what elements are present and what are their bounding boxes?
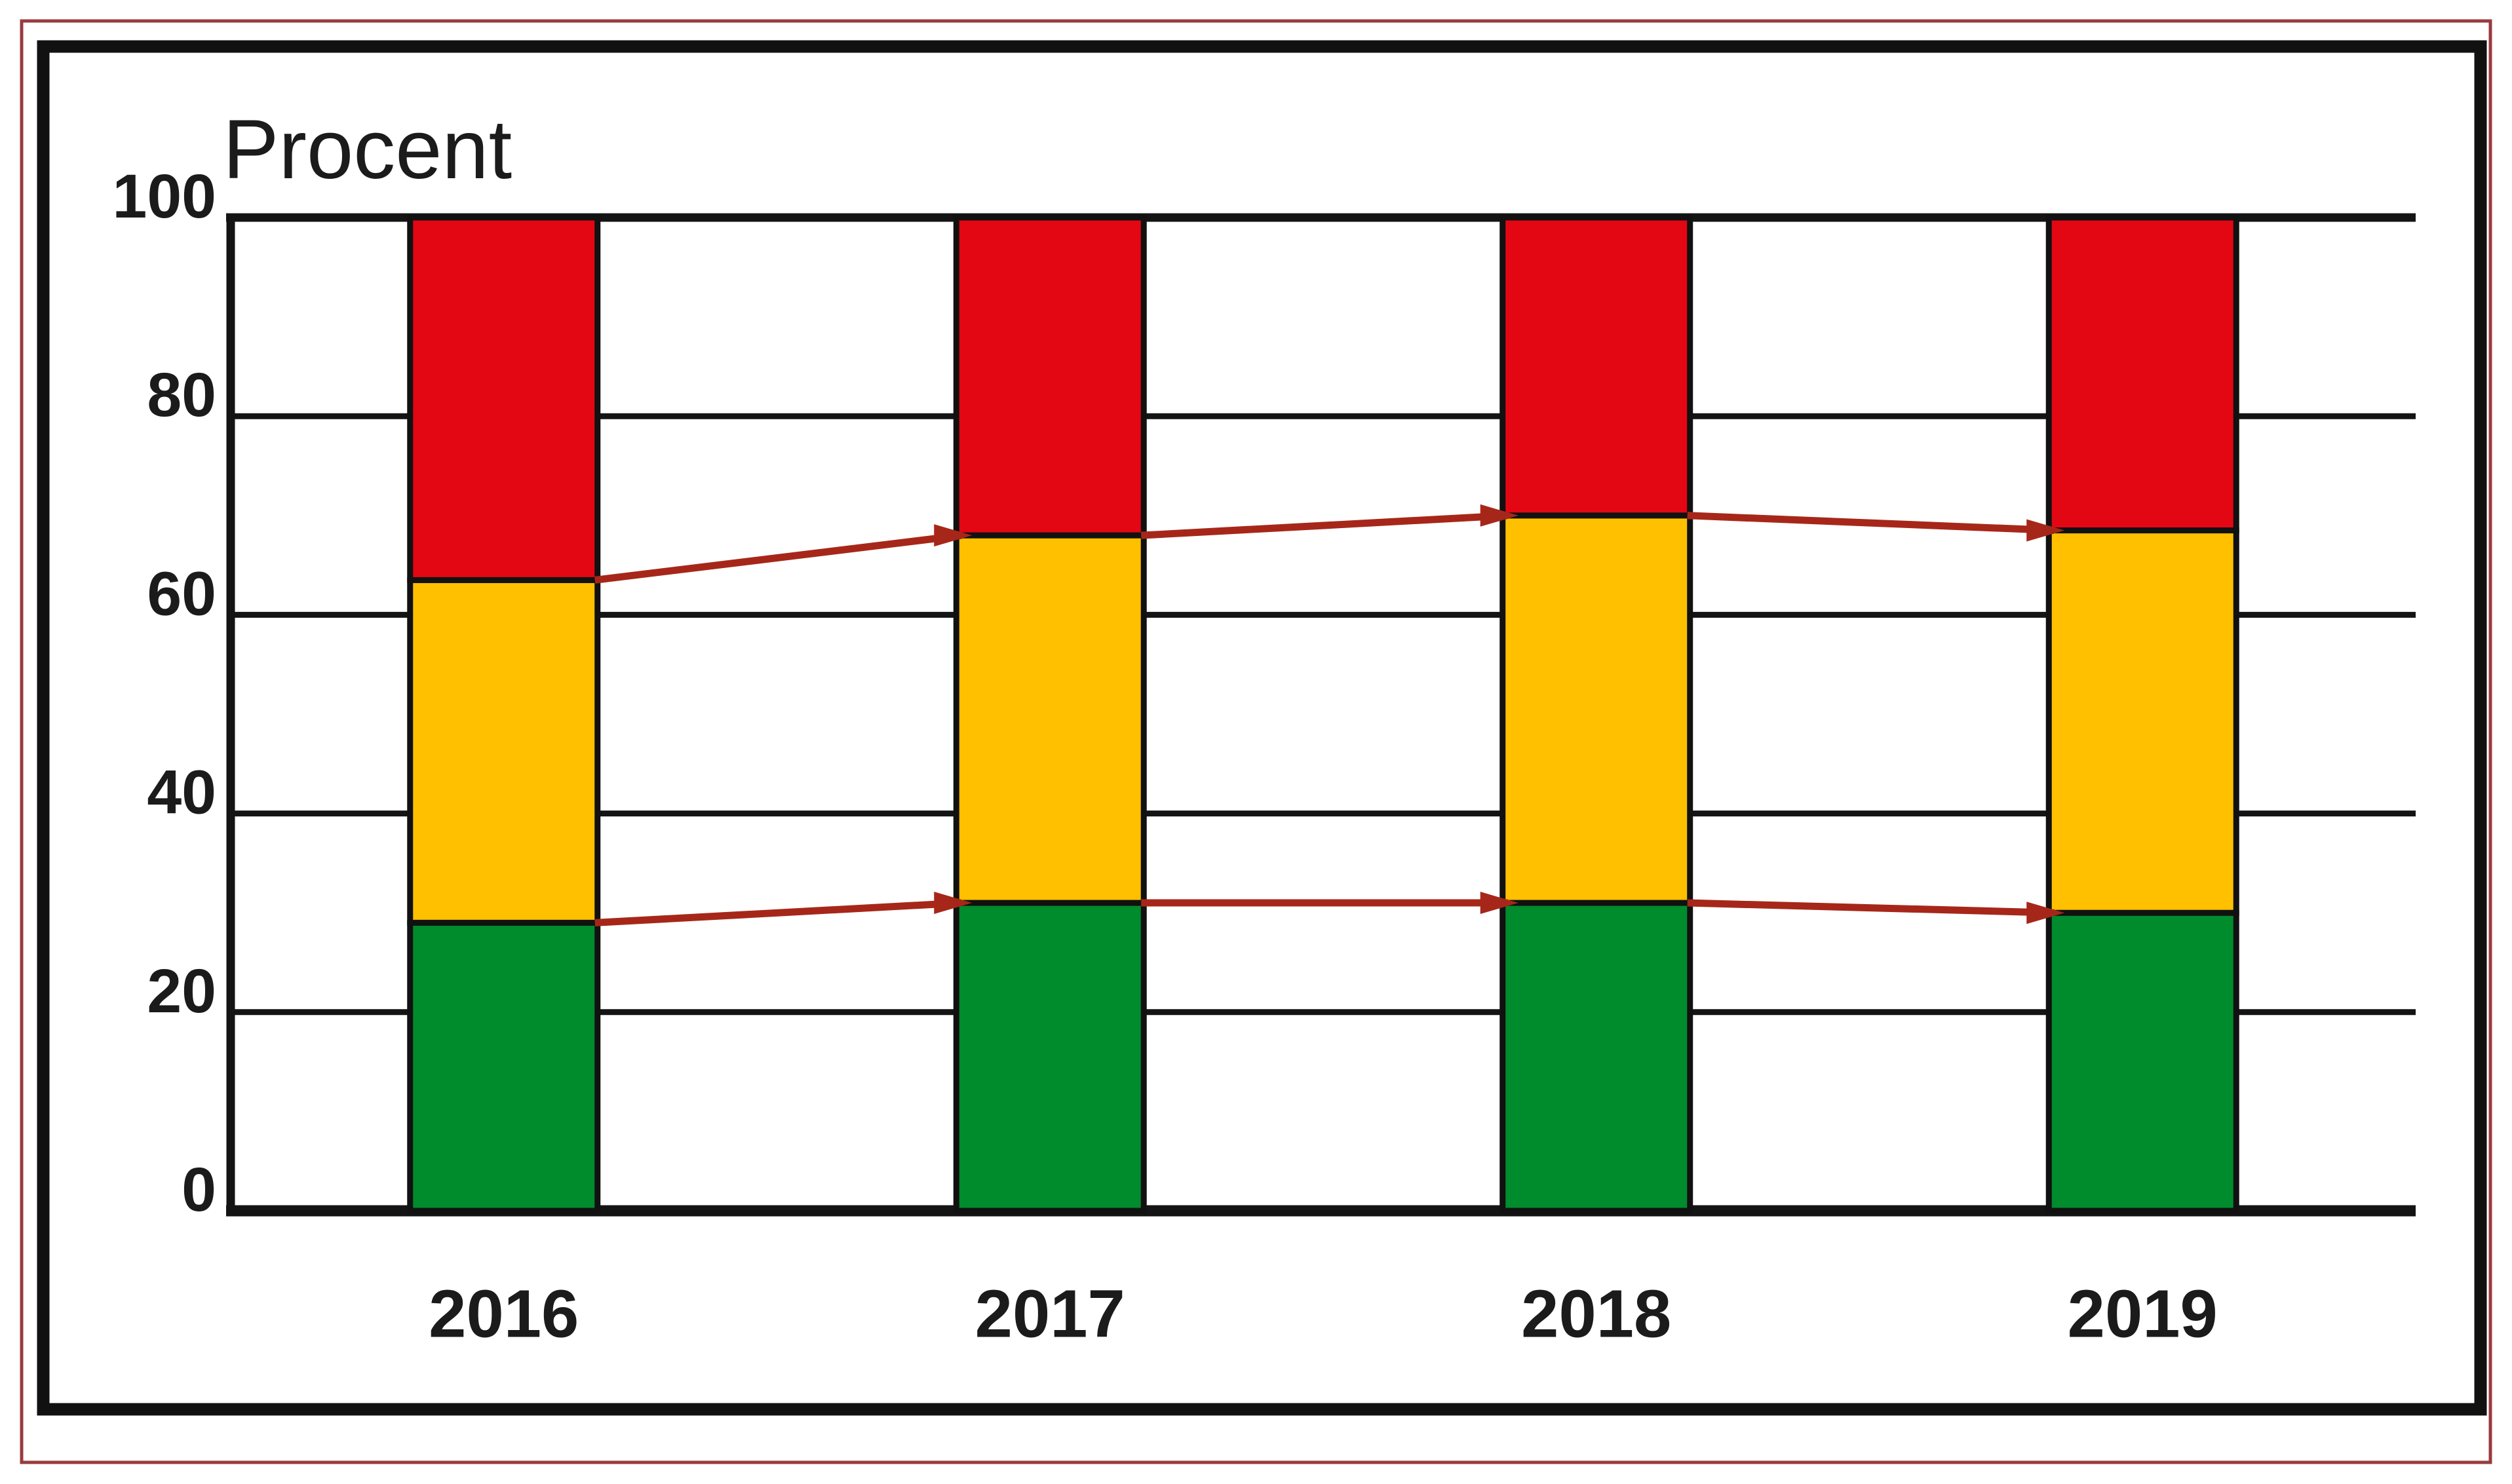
lower-boundary-trend-arrow-2017 <box>934 892 973 915</box>
bar-2018-red-top-segment <box>1499 214 1693 519</box>
chart-title: Procent <box>223 103 512 197</box>
upper-boundary-trend-segment-2018-2019 <box>1687 512 2055 535</box>
y-tick-label-100: 100 <box>112 162 216 231</box>
y-tick-label-0: 0 <box>182 1155 216 1225</box>
bars-group <box>407 214 2239 1214</box>
lower-boundary-trend-segment-2018-2019 <box>1687 899 2055 917</box>
labels-group: Procent 0 20 40 60 80 100 2016 2017 2018 2019 <box>112 103 2217 1352</box>
upper-boundary-trend-arrow-2018 <box>1480 504 1518 527</box>
upper-boundary-trend-segment-2017-2018 <box>1140 512 1509 539</box>
y-tick-label-20: 20 <box>147 957 216 1026</box>
upper-boundary-trend-segment-2016-2017 <box>594 531 962 584</box>
year-label-2016: 2016 <box>429 1276 579 1352</box>
bar-2016-green-bottom-segment <box>407 919 601 1214</box>
bar-2017-red-top-segment <box>953 214 1147 539</box>
bar-2019-yellow-middle-segment <box>2045 527 2239 916</box>
bar-2018-green-bottom-segment <box>1499 900 1693 1214</box>
y-tick-label-60: 60 <box>147 559 216 628</box>
year-label-2017: 2017 <box>975 1276 1125 1352</box>
upper-boundary-trend-arrow-2017 <box>934 524 973 547</box>
upper-boundary-trend-arrow-2019 <box>2026 519 2065 542</box>
y-tick-label-80: 80 <box>147 360 216 430</box>
bar-2016-yellow-middle-segment <box>407 577 601 926</box>
year-label-2019: 2019 <box>2068 1276 2218 1352</box>
bar-2017-green-bottom-segment <box>953 900 1147 1214</box>
bar-2017-yellow-middle-segment <box>953 532 1147 906</box>
bar-2019-red-top-segment <box>2045 214 2239 534</box>
lower-boundary-trend-segment-2016-2017 <box>594 899 962 926</box>
lower-boundary-trend-arrow-2018 <box>1480 892 1518 915</box>
lower-boundary-trend-arrow-2019 <box>2026 902 2065 924</box>
trend-lines-group <box>594 504 2065 926</box>
chart-frame <box>37 40 2487 1416</box>
y-tick-label-40: 40 <box>147 758 216 828</box>
bar-2019-green-bottom-segment <box>2045 909 2239 1214</box>
year-label-2018: 2018 <box>1521 1276 1671 1352</box>
borders-group <box>20 19 2492 1464</box>
outer-red-border <box>20 19 2492 1464</box>
bar-2018-yellow-middle-segment <box>1499 512 1693 906</box>
bar-2016-red-top-segment <box>407 214 601 583</box>
